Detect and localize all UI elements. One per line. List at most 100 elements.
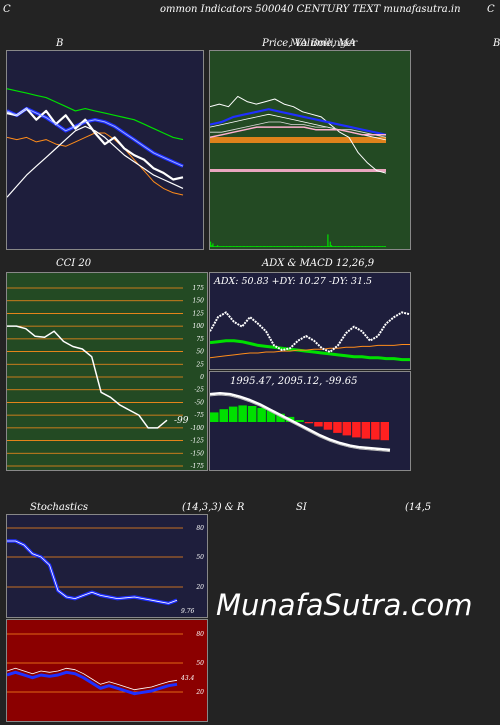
rsi-line — [7, 670, 178, 696]
volume-bar — [295, 246, 297, 247]
volume-bar — [367, 246, 369, 247]
stochastics-panel: 80 50 20 9.76 — [6, 514, 208, 618]
macd-hist-bar — [342, 422, 352, 436]
volume-bar — [234, 246, 236, 247]
header-left-letter: C — [3, 4, 11, 15]
adx-readout: ADX: 50.83 +DY: 10.27 -DY: 31.5 — [214, 276, 373, 287]
bb-label: B — [56, 38, 64, 49]
rsi-signal-line — [7, 667, 178, 691]
volume-bar — [235, 246, 237, 247]
volume-bar — [379, 246, 381, 247]
volume-bar — [291, 246, 293, 247]
volume-bar — [301, 246, 303, 247]
volume-bar — [342, 246, 344, 247]
macd-hist-bar — [352, 422, 361, 438]
rsi-last-label: 43.4 — [180, 675, 195, 682]
volume-bar — [265, 246, 267, 247]
volume-bar — [380, 246, 382, 247]
volume-bar — [274, 246, 276, 247]
volume-bar — [246, 246, 248, 247]
macd-hist-bar — [304, 422, 314, 424]
volume-bar — [211, 245, 213, 247]
volume-bar — [325, 246, 327, 247]
volume-bar — [333, 246, 335, 247]
price-series-1 — [210, 108, 387, 136]
price-series-4 — [210, 126, 386, 139]
volume-bar — [316, 246, 318, 247]
volume-bar — [312, 246, 314, 247]
volume-bar — [359, 246, 361, 247]
volume-bar — [348, 246, 350, 247]
volume-bar — [302, 246, 304, 247]
volume-bar — [296, 246, 298, 247]
rsi-tick-label: 50 — [196, 660, 204, 667]
volume-bar — [289, 246, 291, 247]
volume-bar — [366, 246, 368, 247]
rsi-panel: 80 50 20 43.4 — [6, 619, 208, 722]
rsi-tick-label: 20 — [195, 689, 204, 696]
volume-bar — [268, 246, 270, 247]
volume-bar — [239, 246, 241, 247]
volume-bar — [303, 246, 306, 247]
volume-bar — [362, 246, 364, 247]
volume-bar — [377, 246, 379, 247]
volume-bar — [374, 246, 376, 247]
volume-bar — [248, 246, 250, 247]
macd-hist-bar — [295, 420, 304, 422]
volume-bar — [210, 241, 212, 247]
volume-bar — [343, 246, 345, 247]
volume-bar — [341, 246, 343, 247]
volume-bar — [281, 246, 283, 247]
macd-hist-bar — [228, 406, 238, 422]
macd-hist-bar — [266, 410, 276, 422]
volume-bar — [264, 246, 266, 247]
volume-bar — [319, 246, 321, 247]
volume-bar — [238, 246, 240, 247]
volume-bar — [310, 246, 313, 247]
volume-bar — [368, 246, 370, 247]
volume-bar — [383, 246, 385, 247]
volume-bar — [308, 246, 310, 247]
bb-series-2 — [7, 88, 184, 141]
cci-line — [7, 325, 168, 429]
signal-line — [210, 394, 391, 453]
macd-hist-bar — [361, 422, 371, 439]
volume-bar — [306, 246, 308, 247]
adx-macd-label: ADX & MACD 12,26,9 — [262, 258, 375, 269]
volume-bar — [355, 246, 357, 247]
volume-bar — [334, 246, 336, 247]
volume-bar — [332, 246, 334, 247]
volume-bar — [350, 246, 352, 247]
ma-band — [210, 137, 386, 143]
volume-bar — [278, 246, 280, 247]
macd-hist-bar — [276, 413, 285, 422]
volume-bar — [339, 246, 341, 247]
adx-line — [210, 339, 410, 362]
rsi-tick-label: 80 — [196, 631, 204, 638]
volume-bar — [253, 246, 255, 247]
volume-bar — [327, 234, 329, 247]
volume-bar — [267, 246, 269, 247]
header-right-letter: C — [487, 4, 495, 15]
volume-bar — [266, 246, 268, 247]
volume-bar — [298, 246, 300, 247]
volume-bar — [237, 246, 239, 247]
volume-bar — [285, 246, 287, 247]
cci-tick-label: -125 — [191, 438, 205, 445]
macd-line — [210, 392, 391, 452]
volume-bar — [314, 246, 316, 247]
price-series-3 — [210, 121, 387, 138]
si-label: SI — [296, 502, 307, 513]
plus-di-line — [210, 344, 410, 359]
volume-bar — [381, 246, 383, 247]
volume-bar — [307, 246, 309, 247]
volume-bar — [221, 246, 223, 247]
cci-tick-label: -50 — [194, 399, 204, 406]
volume-bar — [335, 246, 337, 247]
volume-bar — [222, 246, 225, 247]
volume-bar — [231, 246, 233, 247]
volume-bar — [282, 246, 284, 247]
volume-bar — [214, 246, 216, 247]
volume-bar — [241, 246, 243, 247]
volume-bar — [262, 246, 264, 247]
